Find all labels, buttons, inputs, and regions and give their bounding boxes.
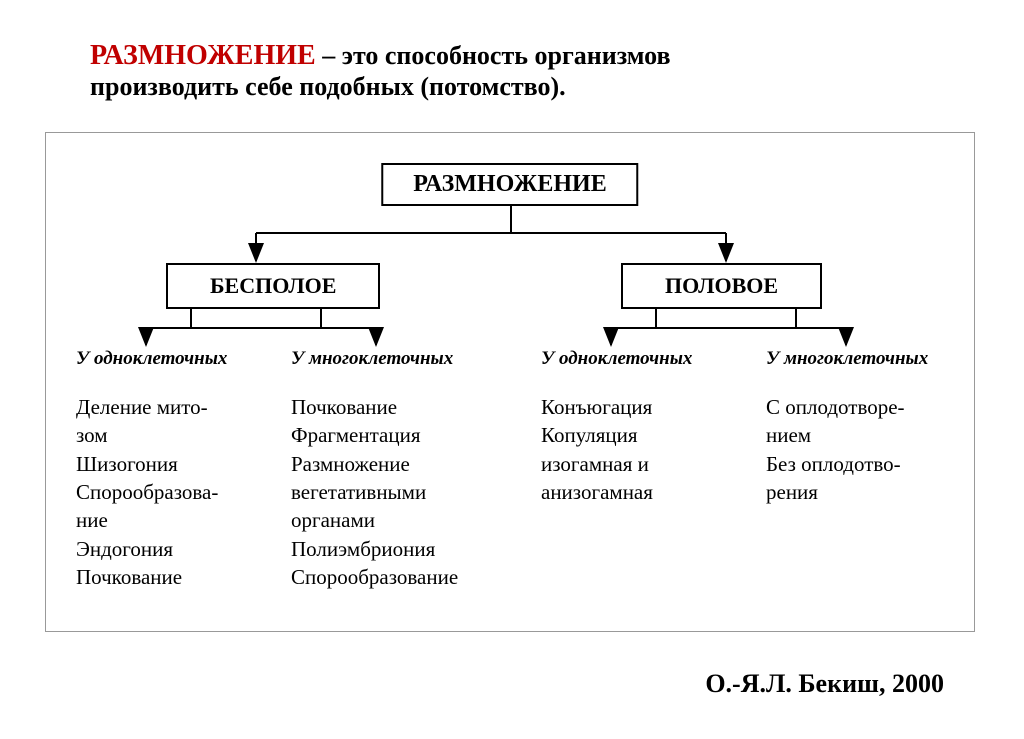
- list-item: нием: [766, 421, 966, 449]
- list-item: вегетативными: [291, 478, 511, 506]
- def-part1: – это способность организмов: [316, 41, 671, 70]
- list-item: рения: [766, 478, 966, 506]
- citation: О.-Я.Л. Бекиш, 2000: [705, 669, 944, 699]
- list-item: Эндогония: [76, 535, 276, 563]
- category-1-label: У одноклеточных: [76, 348, 227, 370]
- category-3-label: У одноклеточных: [541, 348, 692, 370]
- list-item: Деление мито-: [76, 393, 276, 421]
- list-item: зом: [76, 421, 276, 449]
- header-definition: РАЗМНОЖЕНИЕ – это способность организмов…: [45, 40, 979, 102]
- list-item: Спорообразование: [291, 563, 511, 591]
- branch-left-box: БЕСПОЛОЕ: [166, 263, 380, 309]
- list-item: ние: [76, 506, 276, 534]
- root-box: РАЗМНОЖЕНИЕ: [381, 163, 638, 206]
- list-2: ПочкованиеФрагментацияРазмножениевегетат…: [291, 393, 511, 591]
- list-item: Фрагментация: [291, 421, 511, 449]
- list-item: Почкование: [291, 393, 511, 421]
- list-1: Деление мито-зомШизогонияСпорообразова-н…: [76, 393, 276, 591]
- list-item: Без оплодотво-: [766, 450, 966, 478]
- list-item: Копуляция: [541, 421, 741, 449]
- list-item: Почкование: [76, 563, 276, 591]
- list-item: органами: [291, 506, 511, 534]
- list-item: Размножение: [291, 450, 511, 478]
- list-item: Спорообразова-: [76, 478, 276, 506]
- list-3: КонъюгацияКопуляцияизогамная ианизогамна…: [541, 393, 741, 506]
- def-part2: производить себе подобных (потомство).: [90, 72, 566, 101]
- list-item: С оплодотворе-: [766, 393, 966, 421]
- list-item: анизогамная: [541, 478, 741, 506]
- diagram-container: РАЗМНОЖЕНИЕ БЕСПОЛОЕ ПОЛОВОЕ У одноклето…: [45, 132, 975, 632]
- branch-right-box: ПОЛОВОЕ: [621, 263, 822, 309]
- list-4: С оплодотворе-ниемБез оплодотво-рения: [766, 393, 966, 506]
- list-item: Полиэмбриония: [291, 535, 511, 563]
- list-item: изогамная и: [541, 450, 741, 478]
- list-item: Шизогония: [76, 450, 276, 478]
- list-item: Конъюгация: [541, 393, 741, 421]
- category-4-label: У многоклеточных: [766, 348, 928, 370]
- category-2-label: У многоклеточных: [291, 348, 453, 370]
- title-word: РАЗМНОЖЕНИЕ: [90, 40, 316, 71]
